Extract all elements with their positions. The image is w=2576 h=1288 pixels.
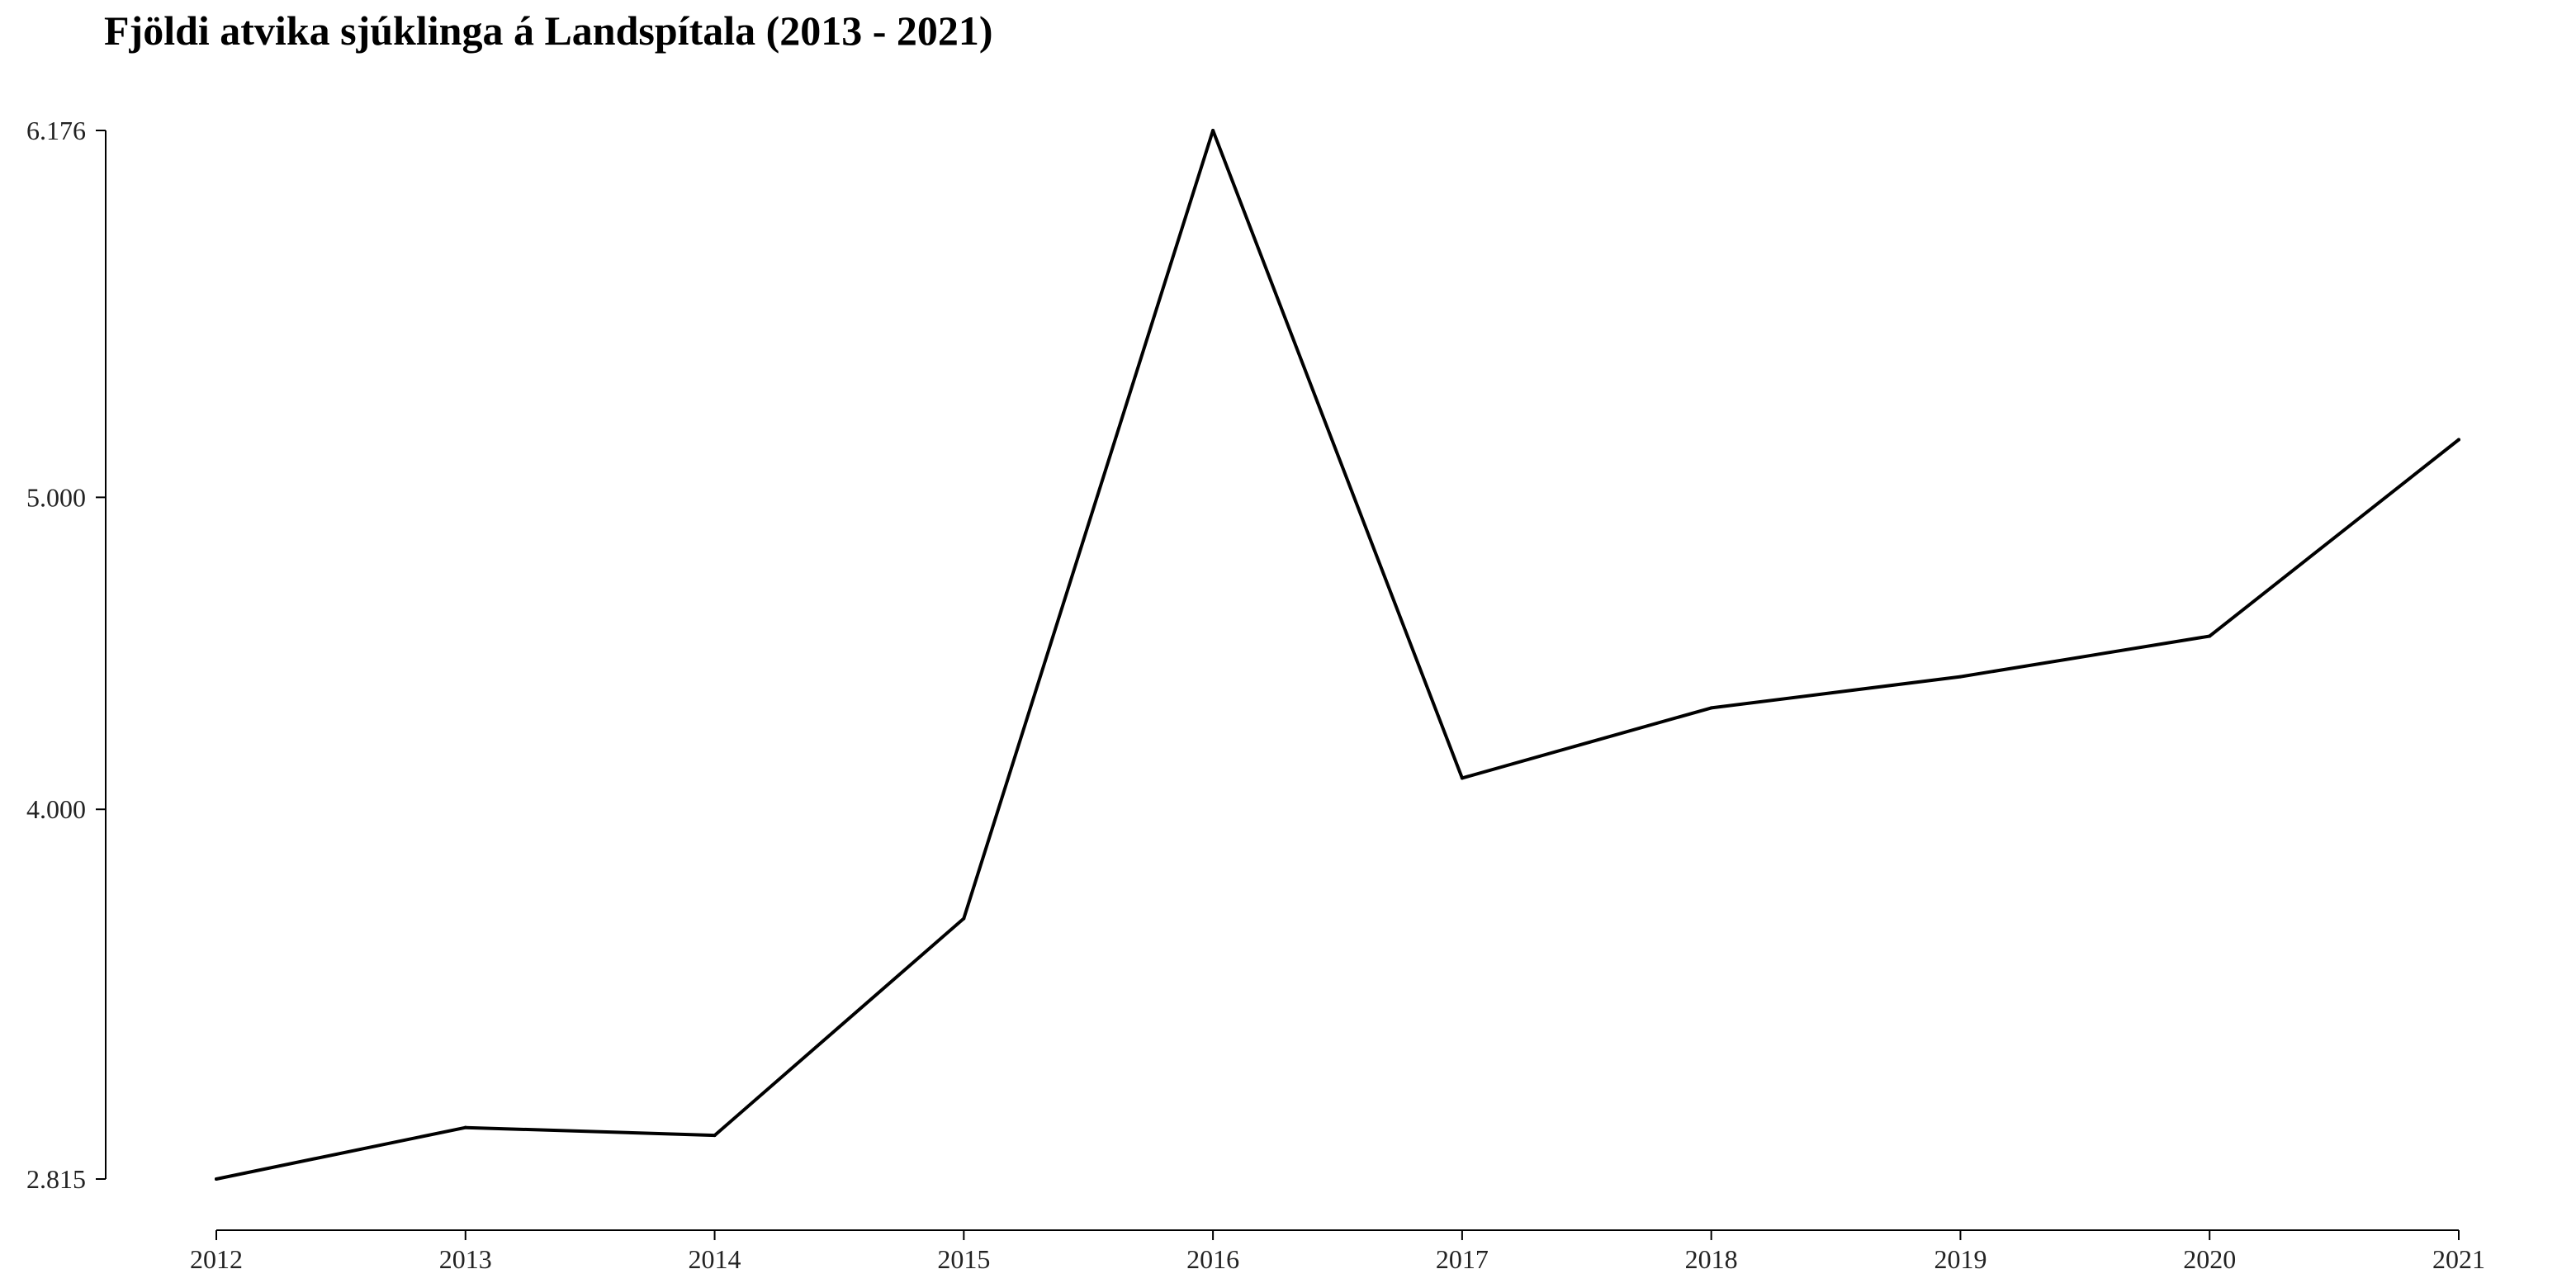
- data-point: [1211, 129, 1215, 132]
- x-tick-label: 2016: [1186, 1244, 1239, 1274]
- x-tick-label: 2015: [937, 1244, 990, 1274]
- x-tick-label: 2012: [190, 1244, 243, 1274]
- x-tick-label: 2014: [689, 1244, 741, 1274]
- x-tick-label: 2019: [1934, 1244, 1986, 1274]
- data-point: [215, 1177, 218, 1181]
- y-axis: 2.815 4.000 5.000 6.176: [26, 116, 107, 1194]
- x-tick-label: 2013: [439, 1244, 492, 1274]
- series-layer: [215, 129, 2460, 1181]
- data-point: [1709, 706, 1713, 710]
- x-tick-label: 2018: [1685, 1244, 1738, 1274]
- data-point: [962, 916, 966, 921]
- y-tick-label: 6.176: [26, 116, 86, 145]
- x-axis: 2012 2013 2014 2015 2016 2017 2018 2019 2020 2021: [190, 1229, 2485, 1274]
- data-point: [1958, 675, 1963, 679]
- data-point: [1460, 776, 1464, 780]
- data-point: [2457, 438, 2460, 442]
- data-point: [713, 1134, 717, 1138]
- y-tick-label: 4.000: [26, 794, 86, 824]
- chart-title: Fjöldi atvika sjúklinga á Landspítala (2…: [104, 7, 993, 54]
- x-tick-label: 2021: [2432, 1244, 2485, 1274]
- x-tick-label: 2020: [2183, 1244, 2236, 1274]
- y-tick-label: 5.000: [26, 482, 86, 512]
- data-point: [2208, 634, 2212, 638]
- x-tick-label: 2017: [1436, 1244, 1489, 1274]
- y-tick-label: 2.815: [26, 1164, 86, 1194]
- data-point: [463, 1125, 467, 1129]
- series-line: [215, 129, 2460, 1181]
